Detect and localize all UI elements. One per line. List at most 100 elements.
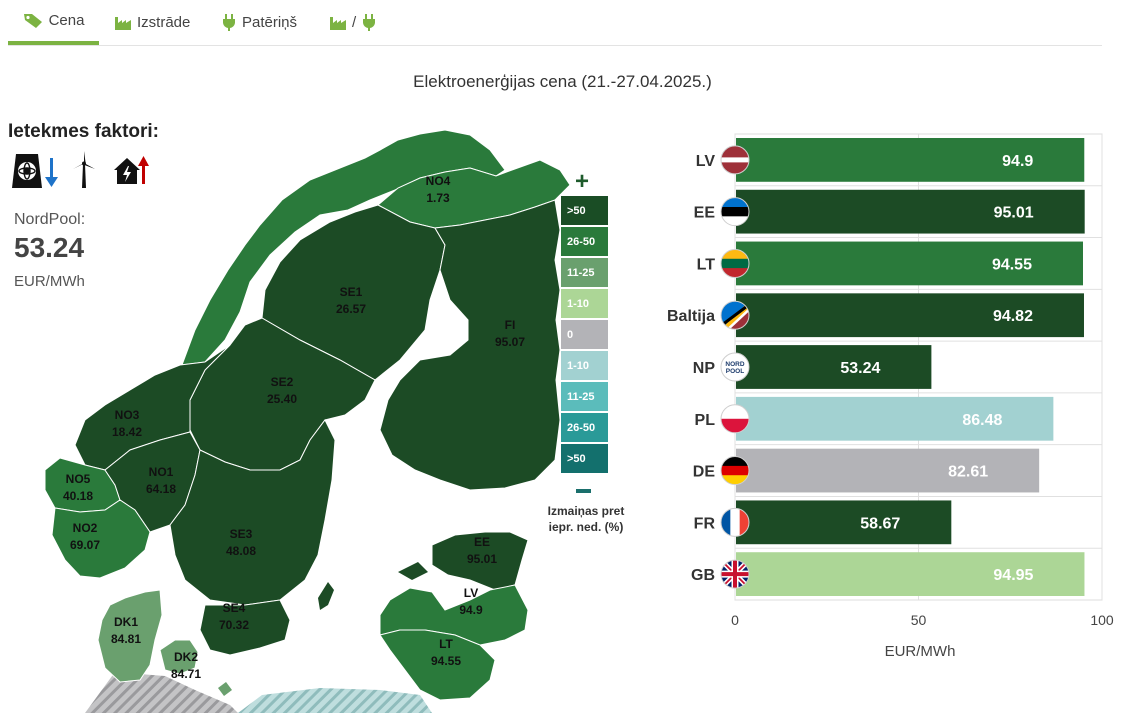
x-axis-title: EUR/MWh [884,643,956,660]
flag-poland-icon [720,404,750,434]
legend-bin: 11-25 [561,258,608,287]
bar-value-label: 86.48 [962,412,1002,429]
tab-cena[interactable]: Cena [8,0,99,45]
tab-label: Cena [48,12,85,29]
flag-lithuania-icon [720,248,750,278]
tag-icon [23,13,43,29]
house-consumption-up-icon [112,150,152,195]
price-map: NO4 1.73 SE1 26.57 FI 95.07 SE2 25.40 NO3 18.42 NO… [44,129,571,713]
map-region-poland [238,688,432,713]
map-region-name: SE1 [340,285,363,299]
tab-label: / [352,13,357,31]
tab-bar: Cena Izstrāde Patēriņš / [8,0,1102,46]
map-region-name: SE3 [230,527,253,541]
bar-value-label: 53.24 [840,360,880,377]
map-region-value: 1.73 [426,191,450,205]
category-label: PL [695,412,716,429]
map-region-name: SE2 [271,375,294,389]
nordpool-unit: EUR/MWh [14,273,85,290]
map-region-name: FI [505,318,516,332]
map-region-name: SE4 [223,601,246,615]
map-region-value: 26.57 [336,302,366,316]
map-region-value: 95.01 [467,552,497,566]
legend-bin: 0 [561,320,608,349]
map-region-ee[interactable] [431,531,529,591]
plot-frame [734,133,1103,601]
flag-estonia-icon [720,197,750,227]
bar-value-label: 58.67 [860,515,900,532]
bar[interactable] [736,448,1040,493]
tab-paterins[interactable]: Patēriņš [222,0,297,44]
bar-value-label: 94.9 [1002,153,1033,170]
bar[interactable] [736,500,952,545]
bar[interactable] [736,396,1054,441]
plug-icon [222,13,236,31]
page-title: Elektroenerģijas cena (21.-27.04.2025.) [413,72,712,91]
map-region-name: NO3 [115,408,140,422]
map-region-germany [85,672,238,713]
legend-bin: >50 [561,196,608,225]
category-label: DE [693,464,716,481]
bar-value-label: 95.01 [994,205,1034,222]
factors-title: Ietekmes faktori: [8,121,160,142]
map-region-fi[interactable] [379,199,561,491]
flag-baltic-icon [720,300,750,330]
map-region-dk2[interactable] [159,639,199,675]
map-region-value: 94.55 [431,654,461,668]
svg-text:NORD: NORD [725,361,744,368]
bar[interactable] [736,293,1084,338]
legend-bin: 1-10 [561,289,608,318]
map-region-value: 84.81 [111,632,141,646]
tab-izstrade[interactable]: Izstrāde [115,0,190,44]
bar-value-label: 94.95 [993,567,1033,584]
map-region-no2[interactable] [51,499,151,579]
tab-izstrade-paterins[interactable]: / [330,0,376,44]
flag-latvia-icon [720,145,750,175]
bar[interactable] [736,552,1085,596]
map-region-name: DK2 [174,650,198,664]
map-region-lt[interactable] [379,629,496,701]
map-region-name: LV [464,586,478,600]
bar-value-label: 82.61 [948,464,988,481]
map-region-value: 64.18 [146,482,176,496]
map-region-value: 48.08 [226,544,256,558]
legend-minus-icon [576,489,591,493]
bar[interactable] [736,241,1083,286]
map-region-name: EE [474,535,490,549]
legend-bin: 1-10 [561,351,608,380]
map-island-saaremaa [398,562,428,580]
nuclear-plant-down-icon [8,150,58,195]
legend-caption-line: Izmaiņas pret [547,504,625,518]
legend-plus-icon: + [575,168,590,195]
legend-caption: Izmaiņas pret iepr. ned. (%) [540,503,632,535]
legend-bin: 26-50 [561,413,608,442]
bar[interactable] [736,138,1085,182]
nordpool-value: 53.24 [14,232,85,263]
map-legend: >50 26-50 11-25 1-10 0 1-10 11-25 26-50 … [561,196,608,475]
map-region-value: 84.71 [171,667,201,681]
map-region-value: 95.07 [495,335,525,349]
x-tick-label: 50 [911,612,927,628]
map-region-dk1[interactable] [97,589,163,683]
map-region-name: NO5 [66,472,91,486]
map-island-bornholm [218,682,232,696]
flag-uk-icon [720,559,750,589]
factory-icon [115,15,131,30]
map-region-value: 94.9 [459,603,483,617]
category-label: GB [691,567,715,584]
map-region-name: NO2 [73,521,98,535]
bar-value-label: 94.55 [992,256,1032,273]
map-region-se3[interactable] [169,419,336,606]
wind-turbine-icon [70,150,98,195]
map-region-se4[interactable] [199,599,291,656]
map-region-name: NO1 [149,465,174,479]
bar[interactable] [736,189,1085,234]
nordpool-label: NordPool: [14,211,86,228]
map-region-no-coast[interactable] [181,129,506,366]
plug-icon [362,13,376,31]
category-label: FR [694,515,716,532]
category-label: LV [696,153,716,170]
bar[interactable] [736,345,932,389]
factory-icon [330,15,346,30]
